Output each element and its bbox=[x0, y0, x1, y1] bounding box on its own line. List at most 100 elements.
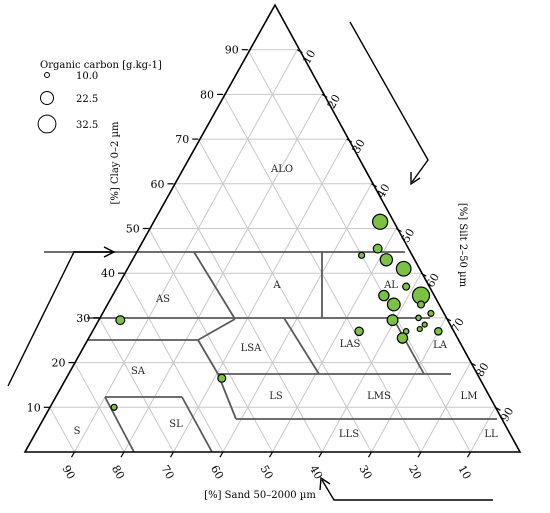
sand-tick-label: 20 bbox=[406, 463, 424, 482]
zone-label-s: S bbox=[74, 426, 81, 437]
data-point bbox=[358, 251, 366, 259]
zone-boundary-4 bbox=[197, 318, 236, 341]
silt-tick-mark bbox=[445, 317, 452, 322]
zone-boundary-9 bbox=[392, 317, 425, 375]
data-point bbox=[416, 325, 423, 333]
legend-circle bbox=[37, 114, 57, 134]
data-point bbox=[110, 403, 118, 411]
sand-tick-mark bbox=[219, 451, 224, 458]
grid-line-sand-30 bbox=[197, 138, 372, 453]
data-point bbox=[415, 314, 422, 322]
data-point bbox=[378, 289, 390, 302]
sand-tick-mark bbox=[417, 451, 422, 458]
data-point bbox=[395, 260, 412, 277]
sand-tick-label: 30 bbox=[356, 463, 374, 482]
legend-title: Organic carbon [g.kg-1] bbox=[40, 60, 162, 71]
clay-tick-label: 90 bbox=[225, 44, 239, 57]
zone-label-lms: LMS bbox=[367, 391, 391, 402]
sand-tick-mark bbox=[120, 451, 125, 458]
zone-label-las: LAS bbox=[340, 339, 361, 350]
sand-tick-mark bbox=[70, 451, 76, 458]
clay-tick-label: 50 bbox=[126, 223, 140, 236]
silt-tick-mark bbox=[395, 227, 402, 233]
grid-line-sand-80 bbox=[74, 362, 125, 453]
sand-tick-mark bbox=[169, 451, 175, 458]
zone-label-alo: ALO bbox=[270, 164, 293, 175]
grid-line-silt-10 bbox=[74, 49, 298, 453]
legend-circle bbox=[40, 91, 54, 105]
silt-tick-mark bbox=[420, 272, 427, 277]
clay-tick-label: 10 bbox=[27, 401, 41, 414]
legend-label: 10.0 bbox=[76, 71, 98, 82]
data-point bbox=[379, 253, 394, 267]
clay-direction-arrow bbox=[7, 246, 116, 387]
zone-boundary-5 bbox=[197, 339, 219, 375]
zone-boundary-1 bbox=[193, 251, 236, 320]
grid-line-sand-50 bbox=[148, 228, 273, 453]
sand-direction-arrow bbox=[319, 476, 493, 501]
sand-tick-label: 10 bbox=[455, 463, 473, 482]
grid-line-sand-70 bbox=[98, 317, 174, 453]
data-point bbox=[386, 297, 401, 312]
data-point bbox=[386, 314, 399, 327]
tick-labels: 10 20 30 40 50 60 70 80 90 10 20 30 40 50 60 70 80 90 90 80… bbox=[27, 44, 517, 482]
sand-tick-label: 80 bbox=[109, 463, 127, 482]
legend-circle bbox=[44, 72, 50, 78]
data-point bbox=[372, 243, 383, 254]
silt-tick-label: 50 bbox=[399, 226, 417, 245]
silt-axis-title: [%] Silt 2–50 µm bbox=[457, 203, 468, 288]
grid-line-sand-60 bbox=[123, 272, 224, 453]
grid-line-silt-30 bbox=[173, 138, 348, 453]
silt-tick-label: 80 bbox=[473, 361, 491, 380]
data-point bbox=[427, 309, 435, 318]
sand-tick-label: 70 bbox=[158, 463, 176, 482]
clay-tick-label: 80 bbox=[200, 88, 214, 101]
zone-label-lm: LM bbox=[461, 391, 478, 402]
silt-direction-arrow bbox=[349, 21, 429, 186]
silt-tick-mark bbox=[494, 406, 501, 411]
zone-boundary-8 bbox=[283, 317, 320, 375]
sand-tick-label: 50 bbox=[257, 463, 275, 482]
silt-tick-mark bbox=[321, 93, 328, 98]
silt-tick-label: 20 bbox=[325, 92, 343, 111]
clay-tick-label: 40 bbox=[101, 267, 115, 280]
silt-tick-label: 90 bbox=[498, 405, 516, 424]
legend: Organic carbon [g.kg-1] 10.0 22.5 32.5 bbox=[37, 60, 162, 134]
zone-label-lsa: LSA bbox=[241, 343, 262, 354]
data-point bbox=[396, 332, 409, 344]
silt-tick-label: 60 bbox=[424, 271, 442, 290]
zone-label-sa: SA bbox=[131, 366, 146, 377]
grid-line-silt-50 bbox=[272, 228, 397, 453]
zone-label-sl: SL bbox=[169, 419, 183, 430]
legend-label: 22.5 bbox=[76, 94, 98, 105]
data-point bbox=[416, 300, 426, 309]
silt-tick-label: 70 bbox=[449, 316, 467, 335]
clay-axis-title: [%] Clay 0–2 µm bbox=[110, 121, 121, 205]
zone-label-a: A bbox=[272, 280, 281, 291]
clay-tick-label: 60 bbox=[151, 178, 165, 191]
data-point bbox=[115, 315, 126, 326]
zone-label-ls: LS bbox=[269, 391, 283, 402]
silt-tick-label: 30 bbox=[350, 137, 368, 156]
silt-tick-mark bbox=[296, 49, 303, 54]
data-point bbox=[217, 373, 227, 383]
silt-tick-mark bbox=[371, 183, 377, 188]
sand-tick-mark bbox=[318, 451, 323, 458]
grid-line-silt-70 bbox=[371, 317, 447, 453]
clay-tick-label: 20 bbox=[52, 357, 66, 370]
zone-label-al: AL bbox=[383, 280, 398, 291]
sand-tick-label: 90 bbox=[59, 463, 77, 482]
data-point bbox=[402, 282, 411, 291]
grid-line-silt-90 bbox=[470, 407, 496, 453]
zone-boundary-12 bbox=[104, 396, 135, 453]
silt-tick-mark bbox=[346, 138, 353, 143]
silt-tick-label: 10 bbox=[300, 48, 318, 67]
sand-tick-mark bbox=[466, 451, 472, 458]
sand-axis-title: [%] Sand 50–2000 µm bbox=[204, 490, 316, 501]
zone-label-as: AS bbox=[155, 294, 170, 305]
legend-label: 32.5 bbox=[76, 120, 98, 131]
clay-tick-label: 30 bbox=[76, 312, 90, 325]
grid-line-silt-60 bbox=[321, 272, 422, 453]
